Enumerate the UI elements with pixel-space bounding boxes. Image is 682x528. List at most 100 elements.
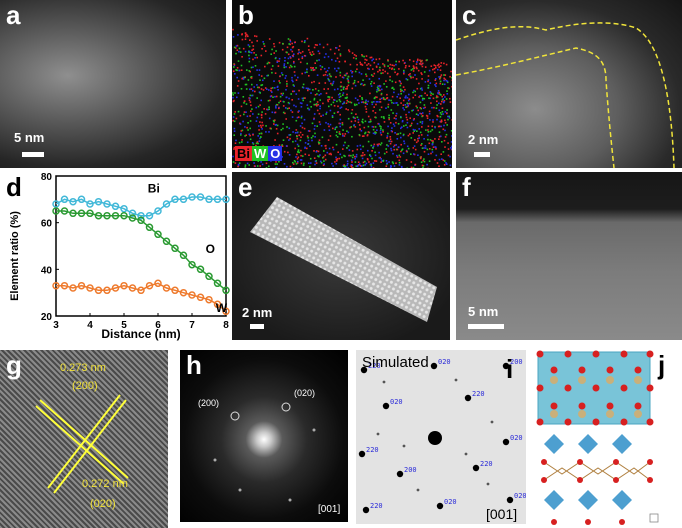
eds-dot — [416, 67, 418, 70]
eds-dot — [309, 157, 312, 160]
eds-dot — [353, 54, 356, 56]
eds-dot — [360, 101, 363, 104]
eds-dot — [345, 167, 347, 168]
eds-dot — [451, 119, 452, 121]
eds-dot — [329, 48, 332, 51]
crystal-model — [536, 350, 659, 525]
eds-dot — [427, 87, 430, 89]
eds-dot — [447, 154, 450, 157]
eds-dot — [431, 143, 434, 145]
eds-dot — [351, 72, 353, 74]
eds-dot — [301, 102, 303, 105]
eds-dot — [405, 113, 407, 116]
eds-dot — [440, 153, 442, 155]
eds-dot — [435, 148, 437, 150]
eds-dot — [396, 156, 399, 158]
eds-dot — [369, 154, 371, 156]
eds-dot — [328, 80, 331, 82]
eds-dot — [232, 92, 234, 94]
eds-dot — [385, 80, 387, 82]
eds-dot — [419, 112, 421, 115]
eds-dot — [292, 163, 295, 165]
eds-dot — [390, 149, 393, 152]
eds-dot — [288, 139, 290, 141]
eds-dot — [406, 96, 409, 99]
eds-dot — [335, 70, 338, 72]
eds-dot — [331, 84, 334, 86]
eds-dot — [362, 84, 365, 87]
eds-dot — [299, 125, 302, 127]
eds-dot — [379, 129, 382, 132]
eds-dot — [404, 97, 407, 99]
eds-dot — [382, 129, 384, 131]
eds-dot — [368, 68, 370, 70]
diffraction-spot — [430, 362, 438, 370]
data-point-o — [213, 279, 222, 288]
data-point-w — [162, 284, 171, 292]
eds-dot — [396, 133, 398, 136]
eds-dot — [291, 66, 293, 68]
eds-dot — [421, 147, 424, 149]
eds-dot — [300, 159, 303, 161]
eds-dot — [237, 34, 239, 36]
eds-dot — [336, 160, 338, 162]
eds-dot — [450, 147, 452, 149]
legend-bi: Bi — [235, 146, 252, 161]
eds-dot — [438, 165, 440, 167]
eds-dot — [434, 71, 436, 74]
eds-dot — [289, 137, 291, 140]
eds-dot — [435, 146, 437, 149]
eds-dot — [427, 138, 429, 141]
eds-dot — [380, 134, 383, 136]
x-tick-label: 7 — [189, 320, 195, 331]
eds-dot — [448, 115, 450, 118]
eds-dot — [437, 92, 440, 95]
eds-dot — [236, 76, 238, 79]
eds-dot — [418, 137, 420, 139]
eds-dot — [415, 63, 418, 65]
eds-dot — [368, 161, 370, 163]
eds-dot — [292, 90, 294, 93]
eds-dot — [402, 86, 405, 88]
eds-dot — [291, 42, 293, 45]
eds-dot — [303, 162, 305, 165]
eds-dot — [371, 101, 373, 103]
eds-dot — [338, 60, 341, 63]
eds-dot — [339, 54, 342, 57]
data-point-bi — [137, 211, 145, 220]
data-point-w — [145, 281, 154, 290]
eds-dot — [436, 162, 439, 164]
eds-dot — [261, 163, 264, 166]
data-point-bi — [103, 200, 111, 208]
eds-dot — [277, 65, 280, 67]
eds-dot — [356, 145, 359, 147]
eds-dot — [312, 89, 314, 91]
eds-dot — [346, 162, 349, 165]
eds-dot — [382, 131, 384, 133]
eds-dot — [327, 78, 330, 81]
eds-dot — [279, 95, 282, 98]
eds-dot — [346, 93, 348, 96]
eds-dot — [378, 89, 380, 92]
eds-dot — [420, 157, 422, 160]
eds-dot — [344, 166, 346, 168]
eds-dot — [439, 78, 441, 80]
weak-spot — [454, 378, 458, 382]
eds-dot — [301, 126, 304, 129]
eds-dot — [412, 147, 415, 149]
eds-dot — [310, 69, 313, 71]
eds-dot — [251, 142, 254, 144]
eds-dot — [439, 82, 442, 85]
eds-dot — [255, 106, 257, 109]
eds-dot — [404, 104, 407, 106]
eds-dot — [235, 45, 238, 47]
eds-dot — [417, 154, 419, 156]
eds-dot — [282, 127, 284, 130]
eds-dot — [259, 92, 261, 94]
eds-dot — [343, 154, 345, 157]
eds-dot — [311, 51, 314, 53]
eds-dot — [318, 59, 320, 61]
eds-dot — [388, 161, 390, 163]
eds-dot — [302, 87, 305, 89]
eds-dot — [442, 128, 445, 131]
